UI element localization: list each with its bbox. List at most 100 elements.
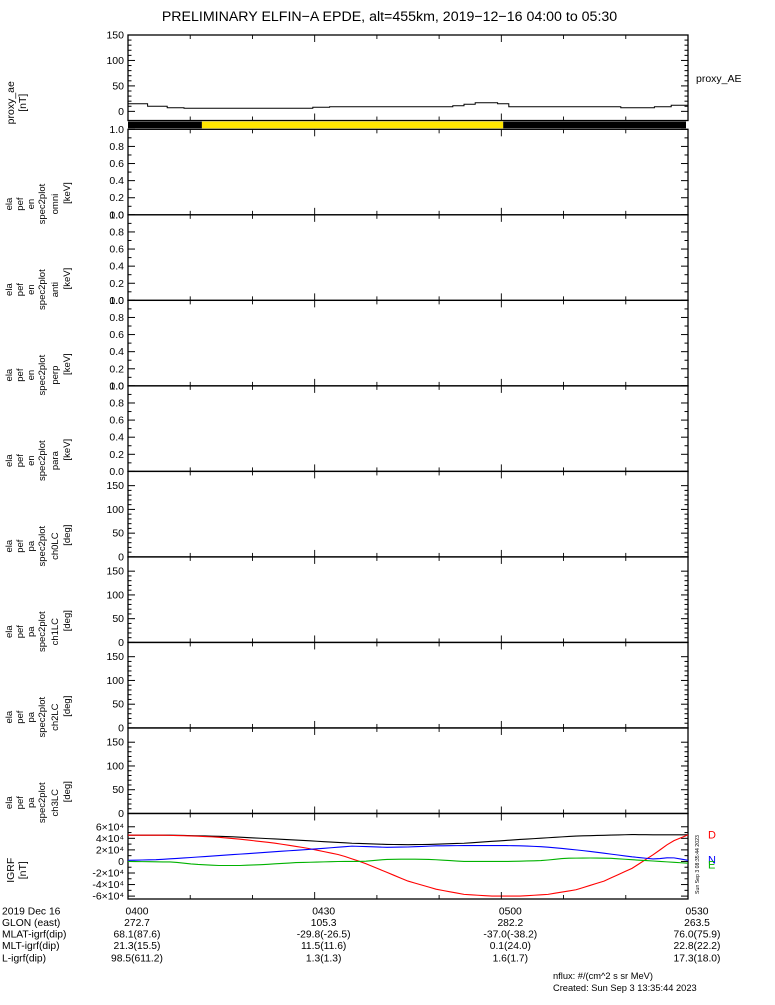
svg-text:0: 0 <box>118 808 124 820</box>
svg-text:1.0: 1.0 <box>109 295 124 307</box>
svg-text:0.2: 0.2 <box>109 278 124 290</box>
svg-text:[deg]: [deg] <box>62 696 73 717</box>
svg-text:100: 100 <box>106 589 124 601</box>
svg-text:spec2plot: spec2plot <box>37 611 48 652</box>
svg-text:spec2plot: spec2plot <box>37 525 48 566</box>
svg-text:68.1(87.6): 68.1(87.6) <box>114 930 161 941</box>
svg-text:100: 100 <box>106 675 124 687</box>
svg-text:150: 150 <box>106 30 124 42</box>
svg-text:1.3(1.3): 1.3(1.3) <box>306 954 342 965</box>
svg-text:pef: pef <box>15 539 26 553</box>
svg-text:pef: pef <box>15 368 26 382</box>
svg-text:ela: ela <box>4 454 15 467</box>
svg-text:ela: ela <box>4 710 15 723</box>
svg-text:[deg]: [deg] <box>62 525 73 546</box>
svg-text:para: para <box>50 450 61 470</box>
svg-text:spec2plot: spec2plot <box>37 269 48 310</box>
svg-text:100: 100 <box>106 55 124 67</box>
svg-text:en: en <box>26 284 37 295</box>
svg-text:[keV]: [keV] <box>62 268 73 290</box>
svg-text:0400: 0400 <box>126 906 149 917</box>
svg-text:0.4: 0.4 <box>109 346 124 358</box>
svg-text:pa: pa <box>26 797 37 808</box>
svg-text:[deg]: [deg] <box>62 781 73 802</box>
svg-text:spec2plot: spec2plot <box>37 354 48 395</box>
svg-text:282.2: 282.2 <box>497 918 523 929</box>
svg-text:1.0: 1.0 <box>109 380 124 392</box>
svg-text:17.3(18.0): 17.3(18.0) <box>674 954 721 965</box>
svg-text:1.0: 1.0 <box>109 209 124 221</box>
svg-text:50: 50 <box>112 80 124 92</box>
svg-text:98.5(611.2): 98.5(611.2) <box>111 954 163 965</box>
svg-text:100: 100 <box>106 504 124 516</box>
svg-text:pa: pa <box>26 540 37 551</box>
svg-text:Created: Sun Sep 3 13:35:44 2: Created: Sun Sep 3 13:35:44 2023 <box>553 983 697 993</box>
svg-text:anti: anti <box>50 282 61 297</box>
svg-text:pa: pa <box>26 626 37 637</box>
svg-text:ela: ela <box>4 796 15 809</box>
svg-text:PRELIMINARY ELFIN−A EPDE, alt=: PRELIMINARY ELFIN−A EPDE, alt=455km, 201… <box>162 9 617 25</box>
svg-text:[keV]: [keV] <box>62 439 73 461</box>
svg-text:263.5: 263.5 <box>684 918 710 929</box>
svg-text:0: 0 <box>118 551 124 563</box>
svg-text:D: D <box>708 830 716 842</box>
svg-text:-6×10⁴: -6×10⁴ <box>92 891 124 903</box>
svg-text:0: 0 <box>118 722 124 734</box>
svg-text:[keV]: [keV] <box>62 353 73 375</box>
svg-text:50: 50 <box>112 699 124 711</box>
svg-text:-2×10⁴: -2×10⁴ <box>92 867 124 879</box>
svg-text:pef: pef <box>15 710 26 724</box>
svg-text:0500: 0500 <box>499 906 522 917</box>
svg-text:50: 50 <box>112 613 124 625</box>
svg-text:ela: ela <box>4 625 15 638</box>
svg-text:spec2plot: spec2plot <box>37 183 48 224</box>
svg-text:0.6: 0.6 <box>109 158 124 170</box>
svg-text:0.8: 0.8 <box>109 226 124 238</box>
svg-text:105.3: 105.3 <box>311 918 337 929</box>
svg-text:0: 0 <box>118 856 124 868</box>
svg-text:150: 150 <box>106 566 124 578</box>
svg-text:perp: perp <box>50 366 61 385</box>
svg-text:0.8: 0.8 <box>109 397 124 409</box>
svg-text:ela: ela <box>4 197 15 210</box>
svg-text:pef: pef <box>15 197 26 211</box>
svg-text:0.0: 0.0 <box>109 466 124 478</box>
svg-text:GLON (east): GLON (east) <box>2 918 60 929</box>
svg-text:0: 0 <box>118 106 124 118</box>
svg-text:spec2plot: spec2plot <box>37 697 48 738</box>
svg-text:ch2LC: ch2LC <box>50 703 61 731</box>
svg-text:0.4: 0.4 <box>109 432 124 444</box>
svg-text:0.6: 0.6 <box>109 244 124 256</box>
svg-text:-37.0(-38.2): -37.0(-38.2) <box>483 930 537 941</box>
svg-text:ch3LC: ch3LC <box>50 789 61 817</box>
svg-text:76.0(75.9): 76.0(75.9) <box>674 930 721 941</box>
svg-text:150: 150 <box>106 651 124 663</box>
svg-text:[nT]: [nT] <box>17 94 29 112</box>
svg-text:ch0LC: ch0LC <box>50 532 61 560</box>
svg-text:0.6: 0.6 <box>109 415 124 427</box>
svg-text:150: 150 <box>106 480 124 492</box>
svg-text:-4×10⁴: -4×10⁴ <box>92 879 124 891</box>
svg-text:ela: ela <box>4 368 15 381</box>
svg-text:L-igrf(dip): L-igrf(dip) <box>2 954 46 965</box>
svg-text:2019 Dec 16: 2019 Dec 16 <box>2 906 61 917</box>
svg-text:IGRF: IGRF <box>5 858 17 883</box>
svg-text:6×10⁴: 6×10⁴ <box>96 821 124 833</box>
svg-text:0530: 0530 <box>686 906 709 917</box>
svg-text:100: 100 <box>106 760 124 772</box>
svg-text:ch1LC: ch1LC <box>50 618 61 646</box>
svg-text:0.8: 0.8 <box>109 312 124 324</box>
svg-text:[nT]: [nT] <box>17 861 29 879</box>
svg-text:E: E <box>708 859 715 871</box>
svg-text:pef: pef <box>15 796 26 810</box>
svg-text:4×10⁴: 4×10⁴ <box>96 833 124 845</box>
svg-text:0.6: 0.6 <box>109 329 124 341</box>
svg-text:0: 0 <box>118 637 124 649</box>
svg-text:0.2: 0.2 <box>109 449 124 461</box>
svg-text:150: 150 <box>106 737 124 749</box>
svg-text:pef: pef <box>15 283 26 297</box>
svg-text:2×10⁴: 2×10⁴ <box>96 844 124 856</box>
svg-text:272.7: 272.7 <box>124 918 150 929</box>
svg-text:MLT-igrf(dip): MLT-igrf(dip) <box>2 941 60 952</box>
svg-text:[keV]: [keV] <box>62 182 73 204</box>
